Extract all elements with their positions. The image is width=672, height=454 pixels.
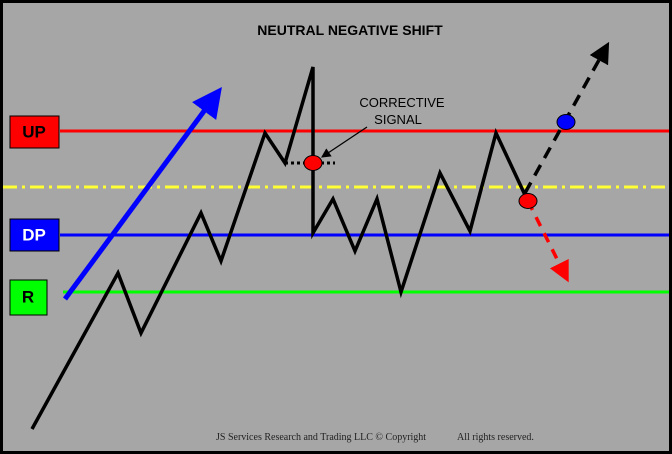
dp-label-box: DP xyxy=(9,218,60,252)
annotation-line-1: CORRECTIVE xyxy=(359,95,445,110)
breakdown-signal-dot xyxy=(518,193,538,209)
annotation-pointer xyxy=(321,126,368,158)
up-label: UP xyxy=(22,122,46,141)
r-label: R xyxy=(22,287,34,306)
breakout-signal-dot xyxy=(556,114,576,130)
down-projection-arrow xyxy=(526,200,569,283)
footer-rights: All rights reserved. xyxy=(457,432,534,443)
annotation-line-2: SIGNAL xyxy=(374,112,422,127)
up-label-box: UP xyxy=(9,115,60,149)
footer-copyright: JS Services Research and Trading LLC © C… xyxy=(216,432,426,443)
trend-arrow xyxy=(62,86,222,301)
diagram-canvas: NEUTRAL NEGATIVE SHIFT UP DP R xyxy=(3,22,669,443)
dp-label: DP xyxy=(22,225,46,244)
r-label-box: R xyxy=(9,279,48,316)
price-path xyxy=(30,66,527,430)
corrective-signal-dot xyxy=(303,155,323,171)
diagram-panel: NEUTRAL NEGATIVE SHIFT UP DP R xyxy=(3,3,669,451)
diagram-title: NEUTRAL NEGATIVE SHIFT xyxy=(257,22,443,38)
